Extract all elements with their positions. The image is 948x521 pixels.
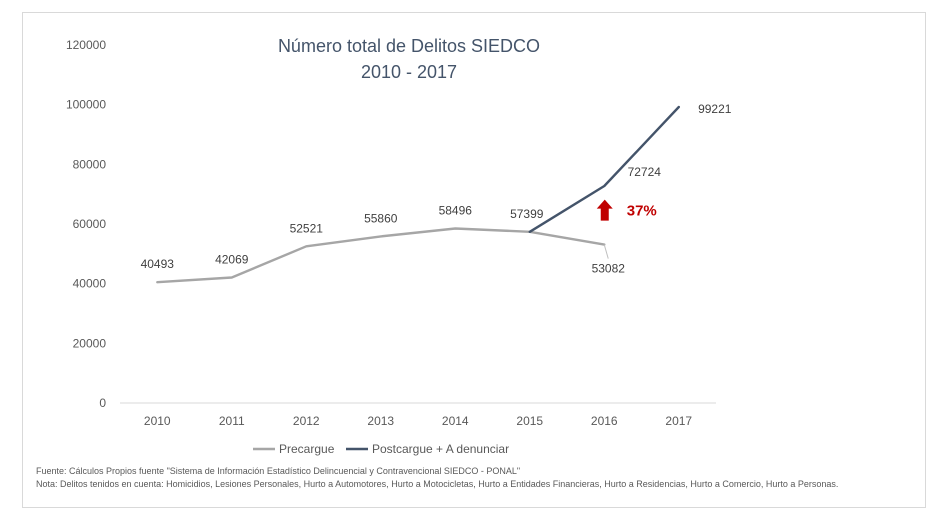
- x-tick-label: 2011: [219, 414, 245, 428]
- x-tick-label: 2015: [516, 414, 543, 428]
- growth-annotation: 37%: [627, 203, 657, 220]
- data-label: 57399: [510, 207, 544, 221]
- y-tick-label: 100000: [66, 98, 106, 112]
- data-label-leader: [603, 244, 609, 259]
- data-label: 53082: [592, 262, 626, 276]
- up-arrow-icon: [596, 199, 613, 221]
- y-tick-label: 60000: [73, 217, 107, 231]
- x-tick-label: 2013: [367, 414, 394, 428]
- legend-label-precargue: Precargue: [279, 442, 335, 456]
- data-label: 42069: [215, 252, 249, 266]
- data-label: 55860: [364, 211, 398, 225]
- data-label: 52521: [290, 221, 324, 235]
- series-line-postcargue: [528, 105, 680, 234]
- x-tick-label: 2014: [442, 414, 469, 428]
- x-tick-label: 2017: [665, 414, 692, 428]
- y-tick-label: 80000: [73, 157, 107, 171]
- y-tick-label: 40000: [73, 277, 107, 291]
- y-tick-label: 20000: [73, 336, 107, 350]
- legend-label-postcargue: Postcargue + A denunciar: [372, 442, 509, 456]
- x-tick-label: 2012: [293, 414, 320, 428]
- source-note: Fuente: Cálculos Propios fuente "Sistema…: [36, 466, 521, 476]
- chart-frame: [22, 12, 926, 508]
- chart-subtitle: 2010 - 2017: [361, 62, 457, 82]
- chart-notes: Fuente: Cálculos Propios fuente "Sistema…: [36, 465, 926, 491]
- y-tick-label: 120000: [66, 38, 106, 52]
- x-tick-label: 2010: [144, 414, 171, 428]
- definition-note: Nota: Delitos tenidos en cuenta: Homicid…: [36, 479, 839, 489]
- data-label: 40493: [141, 257, 175, 271]
- data-label: 99221: [698, 102, 732, 116]
- x-tick-label: 2016: [591, 414, 618, 428]
- chart-title: Número total de Delitos SIEDCO: [278, 36, 540, 56]
- data-label: 58496: [439, 203, 473, 217]
- data-label: 72724: [628, 165, 662, 179]
- y-tick-label: 0: [99, 396, 106, 410]
